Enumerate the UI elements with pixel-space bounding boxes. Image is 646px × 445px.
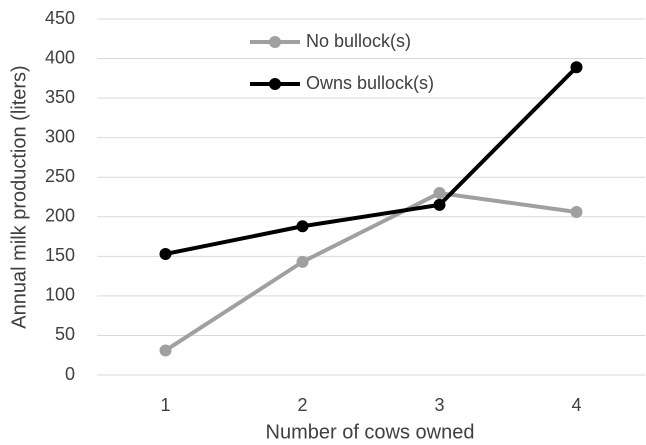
x-tick-label: 2 — [297, 395, 307, 415]
legend-marker — [269, 78, 281, 90]
y-tick-label: 400 — [45, 47, 75, 67]
x-tick-label: 4 — [571, 395, 581, 415]
y-tick-label: 350 — [45, 87, 75, 107]
y-tick-label: 250 — [45, 166, 75, 186]
point — [159, 344, 172, 357]
y-tick-label: 200 — [45, 206, 75, 226]
x-tick-label: 1 — [160, 395, 170, 415]
y-axis-title: Annual milk production (liters) — [8, 65, 30, 328]
series-line — [164, 191, 577, 353]
legend-label: Owns bullock(s) — [306, 73, 434, 93]
point — [570, 61, 583, 74]
y-tick-label: 150 — [45, 245, 75, 265]
point — [296, 220, 309, 233]
y-tick-label: 100 — [45, 285, 75, 305]
x-tick-label: 3 — [434, 395, 444, 415]
y-tick-label: 0 — [65, 364, 75, 384]
point — [433, 187, 446, 200]
point — [296, 255, 309, 268]
y-tick-label: 50 — [55, 324, 75, 344]
x-axis-title: Number of cows owned — [266, 421, 475, 443]
point — [159, 247, 172, 260]
y-tick-label: 450 — [45, 8, 75, 28]
point — [433, 198, 446, 211]
y-tick-label: 300 — [45, 126, 75, 146]
legend-marker — [269, 36, 281, 48]
legend-label: No bullock(s) — [306, 31, 411, 51]
point — [570, 206, 583, 219]
series-line — [165, 65, 578, 256]
